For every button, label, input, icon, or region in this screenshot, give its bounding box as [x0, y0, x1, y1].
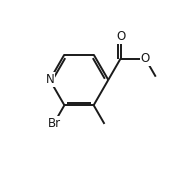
- Text: O: O: [141, 52, 150, 65]
- Text: Br: Br: [47, 117, 60, 130]
- Text: N: N: [45, 73, 54, 86]
- Text: O: O: [116, 30, 125, 43]
